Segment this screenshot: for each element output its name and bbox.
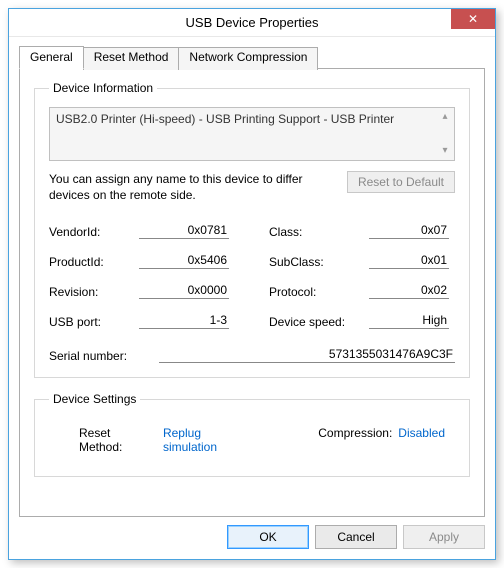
vendorid-label: VendorId: bbox=[49, 225, 139, 239]
productid-label: ProductId: bbox=[49, 255, 139, 269]
tab-strip: General Reset Method Network Compression bbox=[19, 45, 485, 68]
vendorid-value: 0x0781 bbox=[139, 223, 229, 239]
reset-method-label: Reset Method: bbox=[79, 426, 157, 454]
compression-value[interactable]: Disabled bbox=[398, 426, 445, 440]
device-description-box[interactable]: USB2.0 Printer (Hi-speed) - USB Printing… bbox=[49, 107, 455, 161]
content-area: General Reset Method Network Compression… bbox=[9, 37, 495, 559]
subclass-label: SubClass: bbox=[269, 255, 369, 269]
device-description-text: USB2.0 Printer (Hi-speed) - USB Printing… bbox=[56, 112, 394, 126]
tab-reset-method[interactable]: Reset Method bbox=[83, 47, 180, 70]
cancel-button[interactable]: Cancel bbox=[315, 525, 397, 549]
titlebar: USB Device Properties ✕ bbox=[9, 9, 495, 37]
apply-button[interactable]: Apply bbox=[403, 525, 485, 549]
device-speed-label: Device speed: bbox=[269, 315, 369, 329]
close-icon: ✕ bbox=[468, 12, 478, 26]
device-fields-grid: VendorId: 0x0781 Class: 0x07 ProductId: … bbox=[49, 223, 455, 329]
reset-method-value[interactable]: Replug simulation bbox=[163, 426, 258, 454]
window-title: USB Device Properties bbox=[9, 15, 495, 30]
device-information-legend: Device Information bbox=[49, 81, 157, 95]
ok-button[interactable]: OK bbox=[227, 525, 309, 549]
device-settings-legend: Device Settings bbox=[49, 392, 140, 406]
serial-label: Serial number: bbox=[49, 349, 159, 363]
usbport-label: USB port: bbox=[49, 315, 139, 329]
protocol-label: Protocol: bbox=[269, 285, 369, 299]
tab-network-compression[interactable]: Network Compression bbox=[178, 47, 318, 70]
dialog-button-row: OK Cancel Apply bbox=[19, 525, 485, 549]
serial-value: 5731355031476A9C3F bbox=[159, 347, 455, 363]
usbport-value: 1-3 bbox=[139, 313, 229, 329]
close-button[interactable]: ✕ bbox=[451, 9, 495, 29]
class-label: Class: bbox=[269, 225, 369, 239]
assign-name-help-text: You can assign any name to this device t… bbox=[49, 171, 337, 203]
dialog-window: USB Device Properties ✕ General Reset Me… bbox=[8, 8, 496, 560]
reset-to-default-button[interactable]: Reset to Default bbox=[347, 171, 455, 193]
class-value: 0x07 bbox=[369, 223, 449, 239]
revision-label: Revision: bbox=[49, 285, 139, 299]
tab-general[interactable]: General bbox=[19, 46, 84, 69]
compression-label: Compression: bbox=[318, 426, 392, 440]
scroll-down-icon[interactable]: ▾ bbox=[438, 144, 452, 158]
device-settings-group: Device Settings Reset Method: Replug sim… bbox=[34, 392, 470, 477]
tab-panel-general: Device Information USB2.0 Printer (Hi-sp… bbox=[19, 68, 485, 517]
revision-value: 0x0000 bbox=[139, 283, 229, 299]
productid-value: 0x5406 bbox=[139, 253, 229, 269]
scroll-up-icon[interactable]: ▴ bbox=[438, 110, 452, 124]
subclass-value: 0x01 bbox=[369, 253, 449, 269]
protocol-value: 0x02 bbox=[369, 283, 449, 299]
device-speed-value: High bbox=[369, 313, 449, 329]
device-information-group: Device Information USB2.0 Printer (Hi-sp… bbox=[34, 81, 470, 378]
